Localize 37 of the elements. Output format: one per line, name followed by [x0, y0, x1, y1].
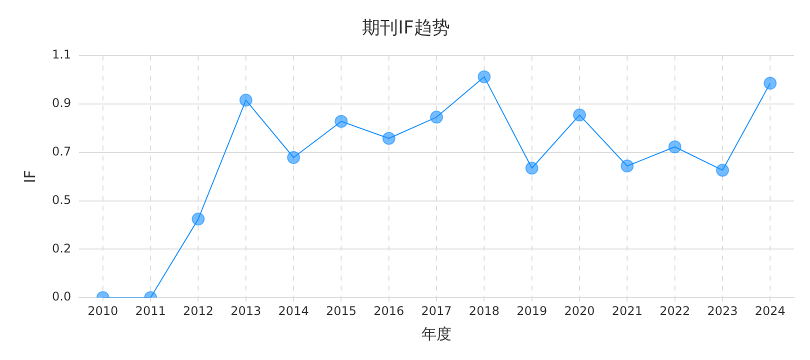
x-tick-label: 2011 — [135, 304, 166, 318]
y-tick-label: 0.2 — [52, 241, 72, 256]
point — [478, 70, 491, 84]
y-tick-label: 0.0 — [52, 290, 72, 304]
point — [430, 110, 444, 124]
point — [192, 212, 205, 226]
x-tick-label: 2016 — [374, 304, 404, 318]
x-tick-label: 2023 — [707, 304, 738, 318]
x-tick-label: 2010 — [88, 304, 118, 318]
x-tick-label: 2021 — [612, 304, 642, 318]
point — [382, 132, 396, 145]
point — [620, 159, 634, 172]
chart-title: 期刊IF趋势 — [362, 17, 450, 38]
point — [668, 140, 682, 154]
x-tick-label: 2024 — [754, 304, 786, 318]
y-axis-title: IF — [20, 170, 39, 184]
x-tick-label: 2017 — [421, 304, 452, 318]
y-tick-label: 0.5 — [52, 192, 72, 207]
x-tick-label: 2019 — [516, 304, 548, 318]
y-tick-label: 0.9 — [52, 96, 72, 110]
point — [287, 150, 300, 164]
x-tick-label: 2014 — [278, 304, 309, 318]
x-tick-label: 2012 — [182, 304, 214, 318]
point — [764, 76, 777, 90]
x-tick-label: 2022 — [660, 304, 690, 318]
point — [334, 114, 348, 128]
point — [573, 108, 586, 122]
point — [239, 94, 252, 107]
y-tick-label: 1.1 — [52, 48, 72, 62]
x-tick-label: 2018 — [468, 304, 500, 318]
point — [716, 164, 730, 177]
x-axis-title: 年度 — [422, 324, 452, 343]
x-tick-label: 2015 — [326, 304, 356, 318]
x-tick-label: 2013 — [230, 304, 262, 318]
y-tick-label: 0.7 — [52, 144, 72, 159]
x-tick-label: 2020 — [564, 304, 595, 318]
point — [525, 162, 538, 175]
